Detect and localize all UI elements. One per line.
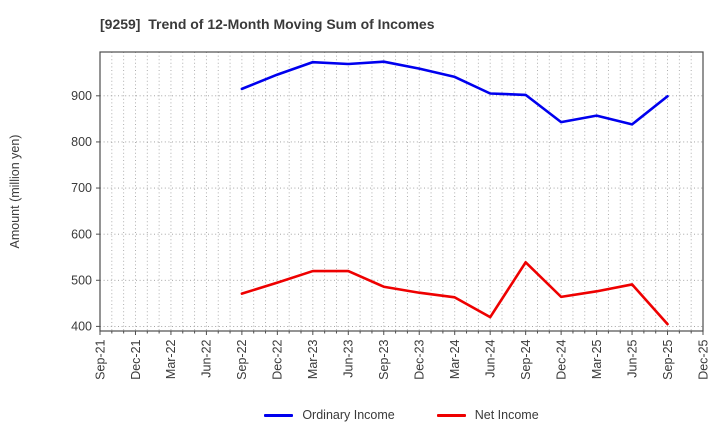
plot-border [99, 51, 704, 332]
x-tick-label: Dec-24 [554, 339, 568, 379]
x-tick-label: Sep-22 [235, 339, 249, 379]
x-tick-label: Mar-22 [164, 339, 178, 379]
x-tick-label: Dec-23 [413, 339, 427, 379]
y-tick-label: 500 [71, 273, 92, 287]
legend-label-ordinary-income: Ordinary Income [302, 408, 395, 422]
x-tick-label: Mar-24 [448, 339, 462, 379]
x-tick-label: Jun-23 [342, 339, 356, 377]
x-tick-label: Jun-25 [625, 339, 639, 377]
y-tick-label: 400 [71, 320, 92, 334]
net-income-line [240, 260, 669, 326]
y-tick-label: 800 [71, 135, 92, 149]
chart-title: [9259] Trend of 12-Month Moving Sum of I… [100, 16, 435, 32]
x-tick-label: Jun-24 [483, 339, 497, 377]
y-axis-label: Amount (million yen) [8, 135, 22, 249]
ordinary-income-line-swatch [264, 413, 294, 417]
x-tick-label: Sep-23 [377, 339, 391, 379]
y-tick-label: 700 [71, 181, 92, 195]
legend: Ordinary Income Net Income [100, 404, 703, 426]
legend-item-net-income: Net Income [436, 408, 539, 422]
x-tick-label: Dec-22 [271, 339, 285, 379]
legend-label-net-income: Net Income [474, 408, 539, 422]
x-tick-label: Sep-25 [661, 339, 675, 379]
x-tick-label: Jun-22 [200, 339, 214, 377]
ordinary-income-line [240, 60, 669, 126]
x-tick-label: Mar-23 [306, 339, 320, 379]
net-income-line-swatch [436, 413, 466, 417]
legend-item-ordinary-income: Ordinary Income [264, 408, 395, 422]
x-tick-label: Dec-25 [696, 339, 710, 379]
x-tick-label: Mar-25 [590, 339, 604, 379]
x-tick-label: Sep-24 [519, 339, 533, 379]
y-tick-label: 900 [71, 89, 92, 103]
x-tick-label: Sep-21 [93, 339, 107, 379]
x-tick-label: Dec-21 [129, 339, 143, 379]
y-tick-label: 600 [71, 227, 92, 241]
